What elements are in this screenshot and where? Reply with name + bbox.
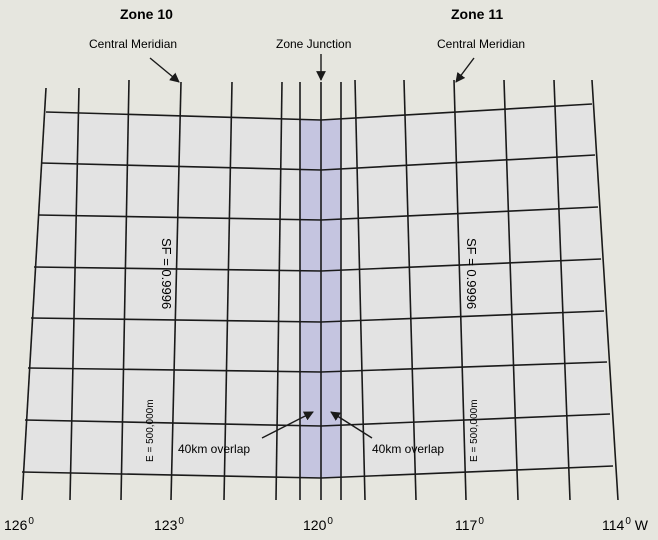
zone-11-grid-area: [321, 104, 613, 478]
parallel-line: [33, 266, 322, 272]
meridian-line: [354, 79, 366, 501]
meridian-line: [120, 79, 130, 501]
overlap-left-arrow: [261, 411, 314, 439]
parallel-line: [320, 154, 596, 171]
easting-right-label: E = 500,000m: [469, 399, 480, 462]
central-meridian-left-arrow: [149, 57, 180, 83]
central-meridian-right-arrow: [455, 57, 475, 83]
longitude-value: 114: [602, 517, 625, 533]
longitude-label-114: 1140 W: [602, 516, 648, 533]
degree-mark: 0: [178, 516, 184, 527]
scale-factor-left-label: SF = 0.9996: [159, 238, 174, 310]
longitude-label-126: 1260: [4, 516, 34, 533]
parallel-line: [320, 103, 593, 121]
meridian-line: [553, 79, 571, 501]
parallel-line: [320, 310, 605, 323]
zone-10-grid-area: [22, 112, 321, 478]
zone-10-label: Zone 10: [120, 6, 173, 22]
longitude-label-120: 1200: [303, 516, 333, 533]
longitude-label-123: 1230: [154, 516, 184, 533]
meridian-line: [503, 79, 519, 501]
degree-mark: 0: [625, 516, 631, 527]
meridian-line: [21, 87, 47, 501]
central-meridian-left-label: Central Meridian: [89, 37, 178, 51]
parallel-line: [320, 361, 608, 373]
degree-mark: 0: [327, 516, 333, 527]
central-meridian-right-label: Central Meridian: [437, 37, 526, 51]
central-meridian-line-zone-11: [453, 79, 467, 501]
overlap-left-label: 40km overlap: [178, 442, 251, 456]
parallel-line: [21, 471, 322, 479]
meridian-line: [403, 79, 417, 501]
meridian-line: [591, 79, 619, 501]
easting-left-label: E = 500,000m: [145, 399, 156, 462]
parallel-line: [37, 214, 322, 221]
degree-mark: 0: [28, 516, 34, 527]
overlap-right-label: 40km overlap: [372, 442, 445, 456]
meridian-line: [69, 87, 80, 501]
parallel-line: [320, 206, 599, 221]
longitude-value: 126: [4, 517, 28, 533]
parallel-line: [320, 413, 611, 427]
scale-factor-right-label: SF = 0.9996: [464, 238, 479, 310]
longitude-value: 123: [154, 517, 178, 533]
longitude-value: 120: [303, 517, 327, 533]
longitude-value: 117: [455, 517, 478, 533]
degree-mark: 0: [478, 516, 484, 527]
parallel-line: [320, 465, 614, 479]
parallel-line: [45, 111, 322, 121]
parallel-line: [24, 419, 322, 427]
zone-junction-label: Zone Junction: [276, 37, 352, 51]
parallel-line: [40, 162, 322, 171]
overlap-right-arrow: [330, 411, 373, 439]
parallel-line: [30, 317, 322, 323]
zone-11-label: Zone 11: [451, 6, 504, 22]
hemisphere-suffix: W: [634, 517, 648, 533]
meridian-line: [223, 81, 233, 501]
central-meridian-line-zone-10: [170, 81, 182, 501]
parallel-line: [320, 258, 602, 272]
parallel-line: [27, 367, 322, 373]
longitude-label-117: 1170: [455, 516, 484, 533]
